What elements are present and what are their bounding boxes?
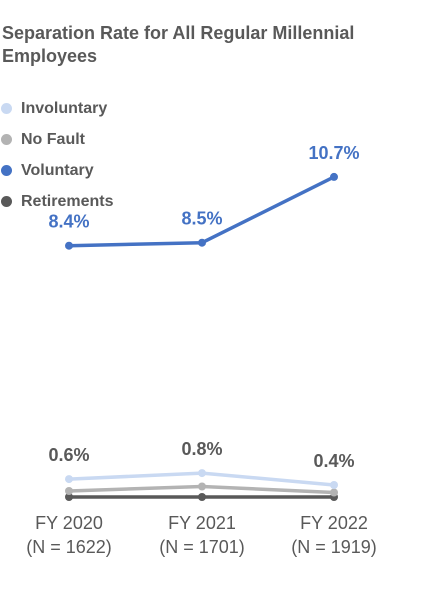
legend-label-involuntary: Involuntary: [21, 99, 108, 117]
data-point-voluntary-1: [65, 241, 73, 250]
legend-item-voluntary: Voluntary: [0, 155, 113, 186]
legend-marker-voluntary: [1, 165, 12, 176]
legend-label-voluntary: Voluntary: [21, 161, 94, 179]
data-point-involuntary-3: [330, 481, 338, 489]
data-point-voluntary-2: [198, 238, 206, 247]
x-tick-label-3-line-2: (N = 1919): [291, 537, 377, 557]
x-tick-label-2-line-2: (N = 1701): [159, 537, 245, 557]
data-point-retirements-2: [198, 493, 206, 501]
data-label-voluntary-2: 8.5%: [181, 209, 222, 229]
x-tick-label-3-line-1: FY 2022: [300, 513, 368, 533]
data-point-involuntary-2: [198, 469, 206, 478]
data-point-involuntary-1: [65, 475, 73, 484]
data-point-voluntary-3: [330, 172, 338, 181]
data-label-voluntary-1: 8.4%: [48, 212, 89, 232]
x-tick-label-2-line-1: FY 2021: [168, 513, 236, 533]
chart-title: Separation Rate for All Regular Millenni…: [2, 23, 355, 66]
legend-item-no-fault: No Fault: [0, 124, 113, 155]
legend-label-retirements: Retirements: [21, 192, 114, 210]
data-point-no-fault-2: [198, 482, 206, 491]
data-label-voluntary-3: 10.7%: [308, 143, 359, 163]
legend-label-no-fault: No Fault: [21, 130, 85, 148]
legend: Involuntary No Fault Voluntary Retiremen…: [0, 93, 113, 217]
data-point-no-fault-3: [330, 488, 338, 497]
legend-marker-no-fault: [1, 134, 12, 145]
data-point-no-fault-1: [65, 487, 73, 495]
legend-item-retirements: Retirements: [0, 186, 113, 217]
data-label-involuntary-1: 0.6%: [48, 445, 89, 465]
data-point-retirements-1: [65, 493, 73, 501]
x-tick-label-1-line-1: FY 2020: [35, 513, 103, 533]
legend-item-involuntary: Involuntary: [0, 93, 113, 124]
legend-marker-involuntary: [1, 103, 12, 114]
data-label-involuntary-3: 0.4%: [313, 451, 354, 471]
data-label-involuntary-2: 0.8%: [181, 439, 222, 459]
x-tick-label-1-line-2: (N = 1622): [26, 537, 112, 557]
legend-marker-retirements: [1, 196, 12, 207]
